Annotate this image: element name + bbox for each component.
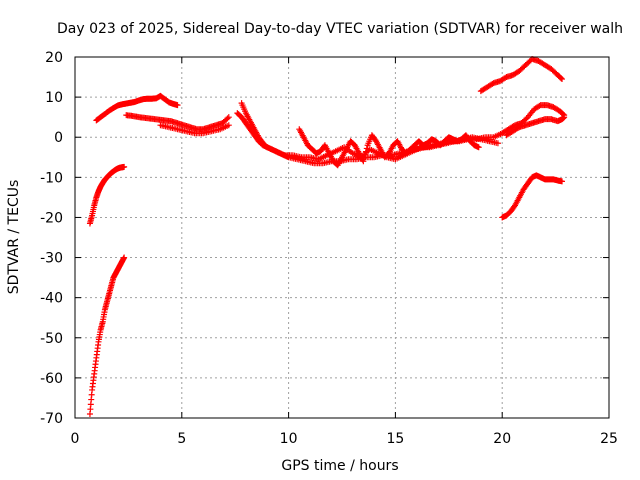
axis-ticks bbox=[74, 56, 610, 419]
data-point bbox=[362, 148, 369, 155]
data-point bbox=[225, 114, 232, 121]
x-tick-label: 0 bbox=[71, 431, 80, 447]
y-tick-label: -40 bbox=[40, 291, 63, 307]
series-steep-rise bbox=[86, 254, 128, 417]
x-tick-label: 15 bbox=[386, 431, 404, 447]
series-upper-left-arc bbox=[93, 92, 181, 124]
y-tick-label: 10 bbox=[45, 90, 63, 106]
y-tick-label: -10 bbox=[40, 170, 63, 186]
data-point bbox=[121, 254, 128, 261]
data-point bbox=[494, 140, 501, 147]
data-point bbox=[360, 158, 367, 165]
x-tick-label: 5 bbox=[177, 431, 186, 447]
axis-tick-labels: 0 5 10 15 20 25 -70 -60 -50 -40 -30 -20 -10 0 10 20 bbox=[40, 50, 618, 447]
plot-frame bbox=[74, 56, 610, 419]
series-evening-mid-lower bbox=[503, 114, 568, 139]
y-tick-label: -20 bbox=[40, 210, 63, 226]
y-tick-label: 0 bbox=[54, 130, 63, 146]
y-tick-label: 20 bbox=[45, 50, 63, 66]
series-morning-band bbox=[123, 112, 232, 133]
data-point bbox=[561, 114, 568, 121]
series-morning-band-lower bbox=[157, 122, 232, 137]
data-point bbox=[224, 115, 231, 122]
y-tick-label: -30 bbox=[40, 251, 63, 267]
series-evening-rise-upper bbox=[477, 56, 566, 95]
data-point bbox=[121, 163, 128, 170]
data-point bbox=[174, 102, 181, 109]
series-midday-cluster bbox=[296, 126, 482, 169]
x-tick-label: 25 bbox=[600, 431, 618, 447]
data-point bbox=[559, 178, 566, 185]
y-tick-label: -60 bbox=[40, 371, 63, 387]
chart-title: Day 023 of 2025, Sidereal Day-to-day VTE… bbox=[57, 21, 623, 37]
y-tick-label: -70 bbox=[40, 411, 63, 427]
series-midday-trace-B bbox=[238, 100, 501, 163]
y-axis-label: SDTVAR / TECUs bbox=[6, 180, 22, 295]
data-point bbox=[559, 76, 566, 83]
x-tick-label: 20 bbox=[493, 431, 511, 447]
data-point bbox=[558, 75, 565, 82]
data-point bbox=[475, 144, 482, 151]
x-axis-label: GPS time / hours bbox=[281, 458, 398, 474]
series-evening-lower-arc bbox=[499, 172, 566, 221]
grid bbox=[75, 57, 609, 418]
data-point bbox=[361, 155, 368, 162]
y-tick-label: -50 bbox=[40, 331, 63, 347]
series-lower-left-arc bbox=[86, 163, 128, 227]
data-point bbox=[362, 151, 369, 158]
data-point bbox=[225, 122, 232, 129]
x-tick-label: 10 bbox=[280, 431, 298, 447]
data-point bbox=[363, 145, 370, 152]
data-marks bbox=[86, 56, 568, 417]
